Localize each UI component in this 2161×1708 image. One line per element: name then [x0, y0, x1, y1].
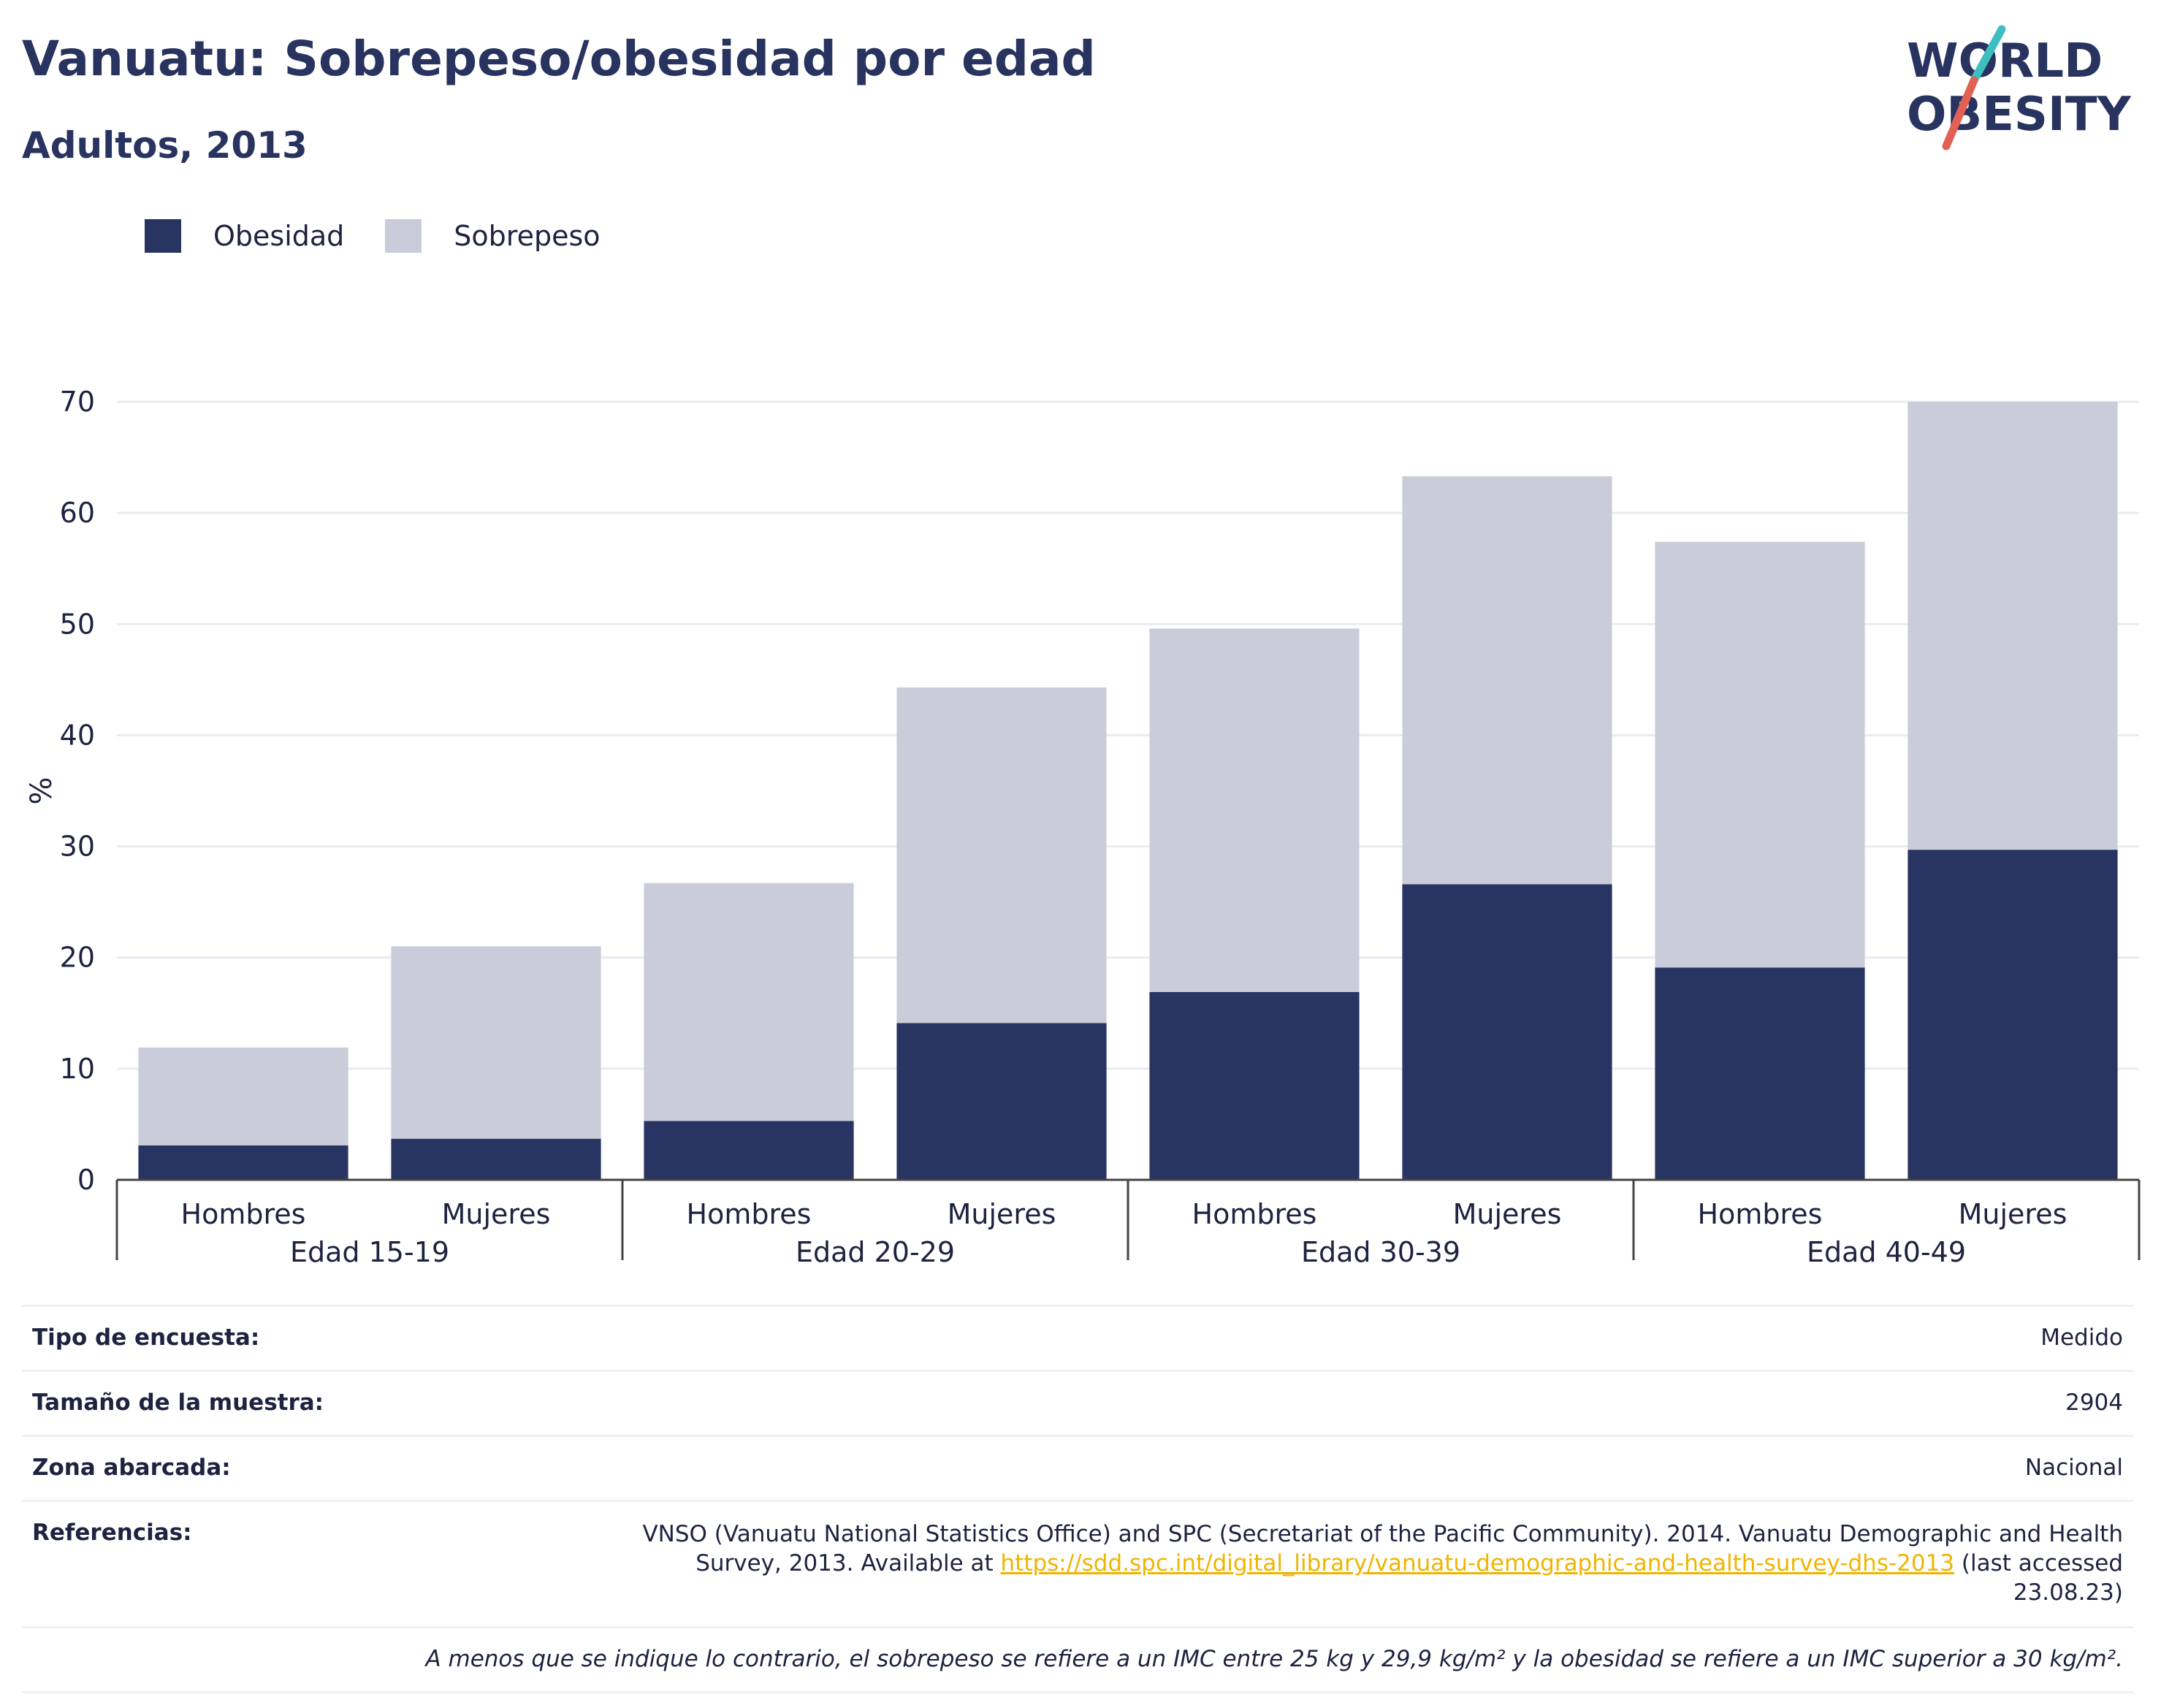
- y-tick-label: 50: [60, 608, 95, 640]
- legend-item-obesity[interactable]: Obesidad: [145, 219, 344, 253]
- bar-obesity: [1149, 991, 1360, 1180]
- logo-slash-red: [1942, 76, 1978, 150]
- bar-overweight: [391, 946, 601, 1139]
- x-tick-label: Hombres: [687, 1198, 812, 1230]
- legend-item-overweight[interactable]: Sobrepeso: [385, 219, 601, 253]
- bar-overweight: [138, 1047, 348, 1145]
- bar-obesity: [391, 1138, 601, 1180]
- bar-overweight: [896, 687, 1107, 1023]
- info-row-survey-type: Tipo de encuesta: Medido: [22, 1305, 2133, 1370]
- bar-overweight: [1149, 628, 1360, 992]
- sample-size-label: Tamaño de la muestra:: [32, 1389, 324, 1416]
- logo-line-1: WORLD: [1907, 34, 2103, 88]
- group-label: Edad 40-49: [1807, 1236, 1966, 1268]
- area-label: Zona abarcada:: [32, 1455, 231, 1481]
- x-tick-label: Hombres: [1698, 1198, 1823, 1230]
- group-label: Edad 15-19: [290, 1236, 449, 1268]
- bar-overweight: [1907, 402, 2118, 850]
- survey-type-label: Tipo de encuesta:: [32, 1324, 260, 1351]
- area-value: Nacional: [2024, 1455, 2123, 1481]
- info-row-sample-size: Tamaño de la muestra: 2904: [22, 1370, 2133, 1435]
- world-obesity-logo: WORLD OBESITY: [1907, 25, 2131, 150]
- bar-obesity: [1907, 850, 2118, 1180]
- stacked-bar-chart: 0 10 20 30 40 50 60 70% Hombres Mujeres Hombres Muj…: [25, 386, 2141, 1268]
- bmi-note: A menos que se indique lo contrario, el …: [425, 1646, 2123, 1672]
- x-tick-label: Mujeres: [948, 1198, 1056, 1230]
- info-row-area: Zona abarcada: Nacional: [22, 1435, 2133, 1500]
- legend-swatch-overweight: [385, 219, 422, 253]
- bar-obesity: [644, 1121, 854, 1180]
- x-tick-label: Hombres: [1192, 1198, 1317, 1230]
- bar-overweight: [644, 882, 854, 1121]
- references-label: Referencias:: [32, 1520, 192, 1546]
- references-value: VNSO (Vanuatu National Statistics Office…: [596, 1520, 2123, 1607]
- survey-info-table: Tipo de encuesta: Medido Tamaño de la mu…: [22, 1305, 2133, 1693]
- x-tick-label: Mujeres: [1959, 1198, 2067, 1230]
- references-link[interactable]: https://sdd.spc.int/digital_library/vanu…: [1000, 1550, 1955, 1577]
- y-tick-label: 0: [77, 1164, 95, 1196]
- bar-overweight: [1402, 476, 1612, 885]
- x-tick-label: Mujeres: [442, 1198, 551, 1230]
- logo-slash-teal: [1970, 25, 2006, 85]
- bar-obesity: [1655, 967, 1865, 1180]
- legend-label-overweight: Sobrepeso: [454, 220, 601, 252]
- y-tick-label: 30: [60, 831, 95, 863]
- info-row-note: A menos que se indique lo contrario, el …: [22, 1626, 2133, 1693]
- survey-type-value: Medido: [2040, 1324, 2123, 1351]
- references-text-2: (last accessed 23.08.23): [1961, 1550, 2123, 1606]
- y-tick-label: 10: [60, 1053, 95, 1085]
- x-tick-label: Mujeres: [1453, 1198, 1562, 1230]
- bar-obesity: [138, 1145, 348, 1180]
- legend-swatch-obesity: [145, 219, 181, 253]
- bar-obesity: [1402, 884, 1612, 1180]
- y-tick-label: 70: [60, 386, 95, 418]
- group-label: Edad 20-29: [796, 1236, 955, 1268]
- page-subtitle: Adultos, 2013: [22, 124, 308, 167]
- info-row-references: Referencias: VNSO (Vanuatu National Stat…: [22, 1500, 2133, 1626]
- y-tick-label: 40: [60, 719, 95, 751]
- logo-line-2: OBESITY: [1907, 88, 2131, 142]
- y-axis-label: %: [25, 777, 58, 804]
- bar-overweight: [1655, 541, 1865, 968]
- y-tick-label: 20: [60, 942, 95, 974]
- references-text-1: VNSO (Vanuatu National Statistics Office…: [642, 1521, 2123, 1577]
- x-tick-label: Hombres: [181, 1198, 306, 1230]
- legend-label-obesity: Obesidad: [213, 220, 345, 252]
- page-title: Vanuatu: Sobrepeso/obesidad por edad: [22, 31, 1096, 87]
- sample-size-value: 2904: [2065, 1389, 2123, 1416]
- bar-obesity: [896, 1023, 1107, 1180]
- y-tick-label: 60: [60, 497, 95, 529]
- group-label: Edad 30-39: [1301, 1236, 1460, 1268]
- legend: Obesidad Sobrepeso: [145, 219, 641, 253]
